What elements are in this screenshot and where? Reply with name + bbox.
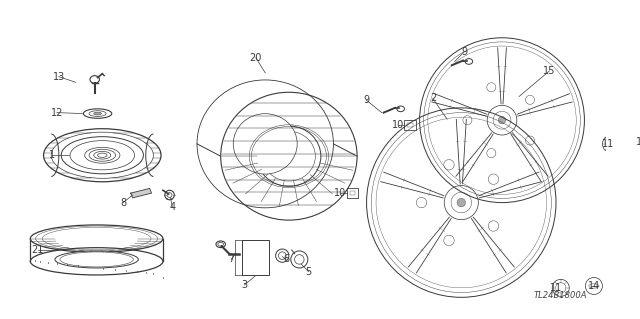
Ellipse shape [94,112,101,115]
Text: 11: 11 [602,139,614,149]
Circle shape [499,116,506,124]
Text: 9: 9 [461,47,467,57]
Ellipse shape [233,114,297,174]
Text: 21: 21 [32,245,44,255]
Text: 4: 4 [170,202,175,212]
Text: 6: 6 [283,255,289,264]
Text: 8: 8 [120,197,126,208]
Ellipse shape [257,126,321,186]
Text: 7: 7 [228,255,234,264]
Text: 9: 9 [364,95,370,105]
Polygon shape [131,189,152,198]
Text: 11: 11 [550,283,562,293]
Text: 13: 13 [52,72,65,82]
Text: 10: 10 [334,188,346,198]
Text: 10: 10 [392,120,404,130]
Text: 12: 12 [51,108,63,118]
Text: 1: 1 [49,150,55,160]
Text: 15: 15 [543,66,556,76]
Text: 5: 5 [306,267,312,277]
Text: 20: 20 [250,53,262,63]
Text: 2: 2 [429,93,436,103]
Text: 14: 14 [636,137,640,147]
Text: 3: 3 [241,280,248,290]
Ellipse shape [55,251,138,268]
Text: 14: 14 [588,281,600,291]
Circle shape [457,198,465,207]
Text: TL24B1800A: TL24B1800A [534,291,588,300]
